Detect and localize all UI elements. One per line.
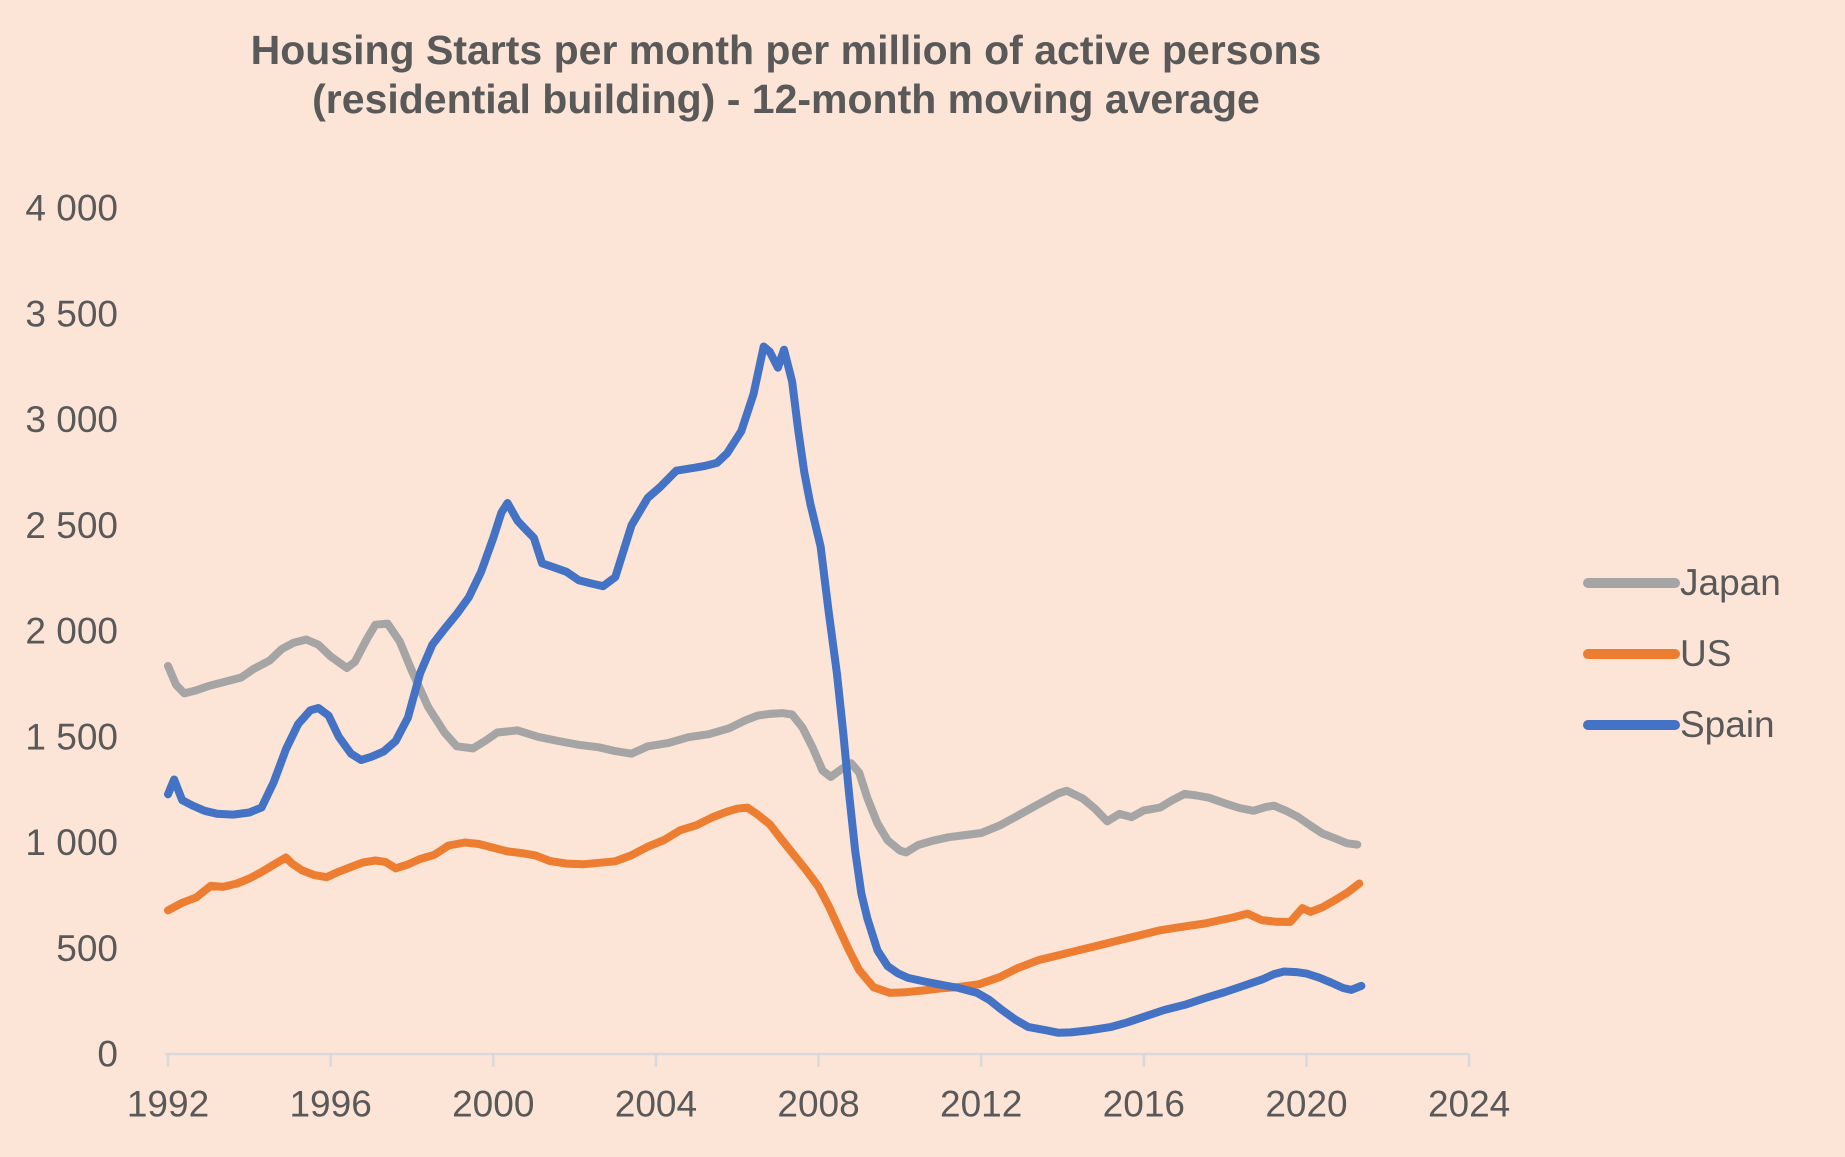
y-tick-label: 2 500	[25, 505, 118, 546]
x-tick-label: 2016	[1103, 1084, 1185, 1125]
x-tick-label: 2000	[452, 1084, 534, 1125]
x-tick-label: 2012	[940, 1084, 1022, 1125]
chart-title-line1: Housing Starts per month per million of …	[250, 27, 1322, 73]
series-line-japan	[164, 619, 1362, 857]
series-line-us	[164, 803, 1364, 997]
x-tick-label: 2008	[777, 1084, 859, 1125]
japan-line-swatch-icon	[1583, 578, 1680, 588]
legend-label-us: US	[1680, 633, 1732, 674]
chart-legend: Japan US Spain	[1583, 560, 1833, 773]
y-tick-label: 1 500	[25, 716, 118, 757]
x-tick-label: 2024	[1428, 1084, 1510, 1125]
x-tick-label: 2020	[1265, 1084, 1347, 1125]
series-line-spain	[164, 342, 1366, 1037]
chart-title-line2: (residential building) - 12-month moving…	[312, 76, 1260, 123]
legend-item-japan: Japan	[1583, 560, 1833, 606]
y-tick-label: 0	[97, 1034, 118, 1075]
spain-line-swatch-icon	[1583, 720, 1680, 730]
y-tick-label: 3 500	[25, 293, 118, 334]
x-tick-label: 1992	[127, 1084, 209, 1125]
x-tick-label: 1996	[289, 1084, 371, 1125]
y-tick-label: 500	[56, 928, 118, 969]
y-tick-label: 1 000	[25, 822, 118, 863]
x-tick-label: 2004	[615, 1084, 697, 1125]
y-tick-label: 3 000	[25, 399, 118, 440]
y-tick-label: 4 000	[25, 188, 118, 229]
y-tick-label: 2 000	[25, 611, 118, 652]
chart-title: Housing Starts per month per million of …	[0, 26, 1572, 124]
legend-item-us: US	[1583, 631, 1833, 677]
legend-item-spain: Spain	[1583, 702, 1833, 748]
legend-label-japan: Japan	[1680, 562, 1781, 603]
us-line-swatch-icon	[1583, 649, 1680, 659]
legend-label-spain: Spain	[1680, 704, 1775, 745]
